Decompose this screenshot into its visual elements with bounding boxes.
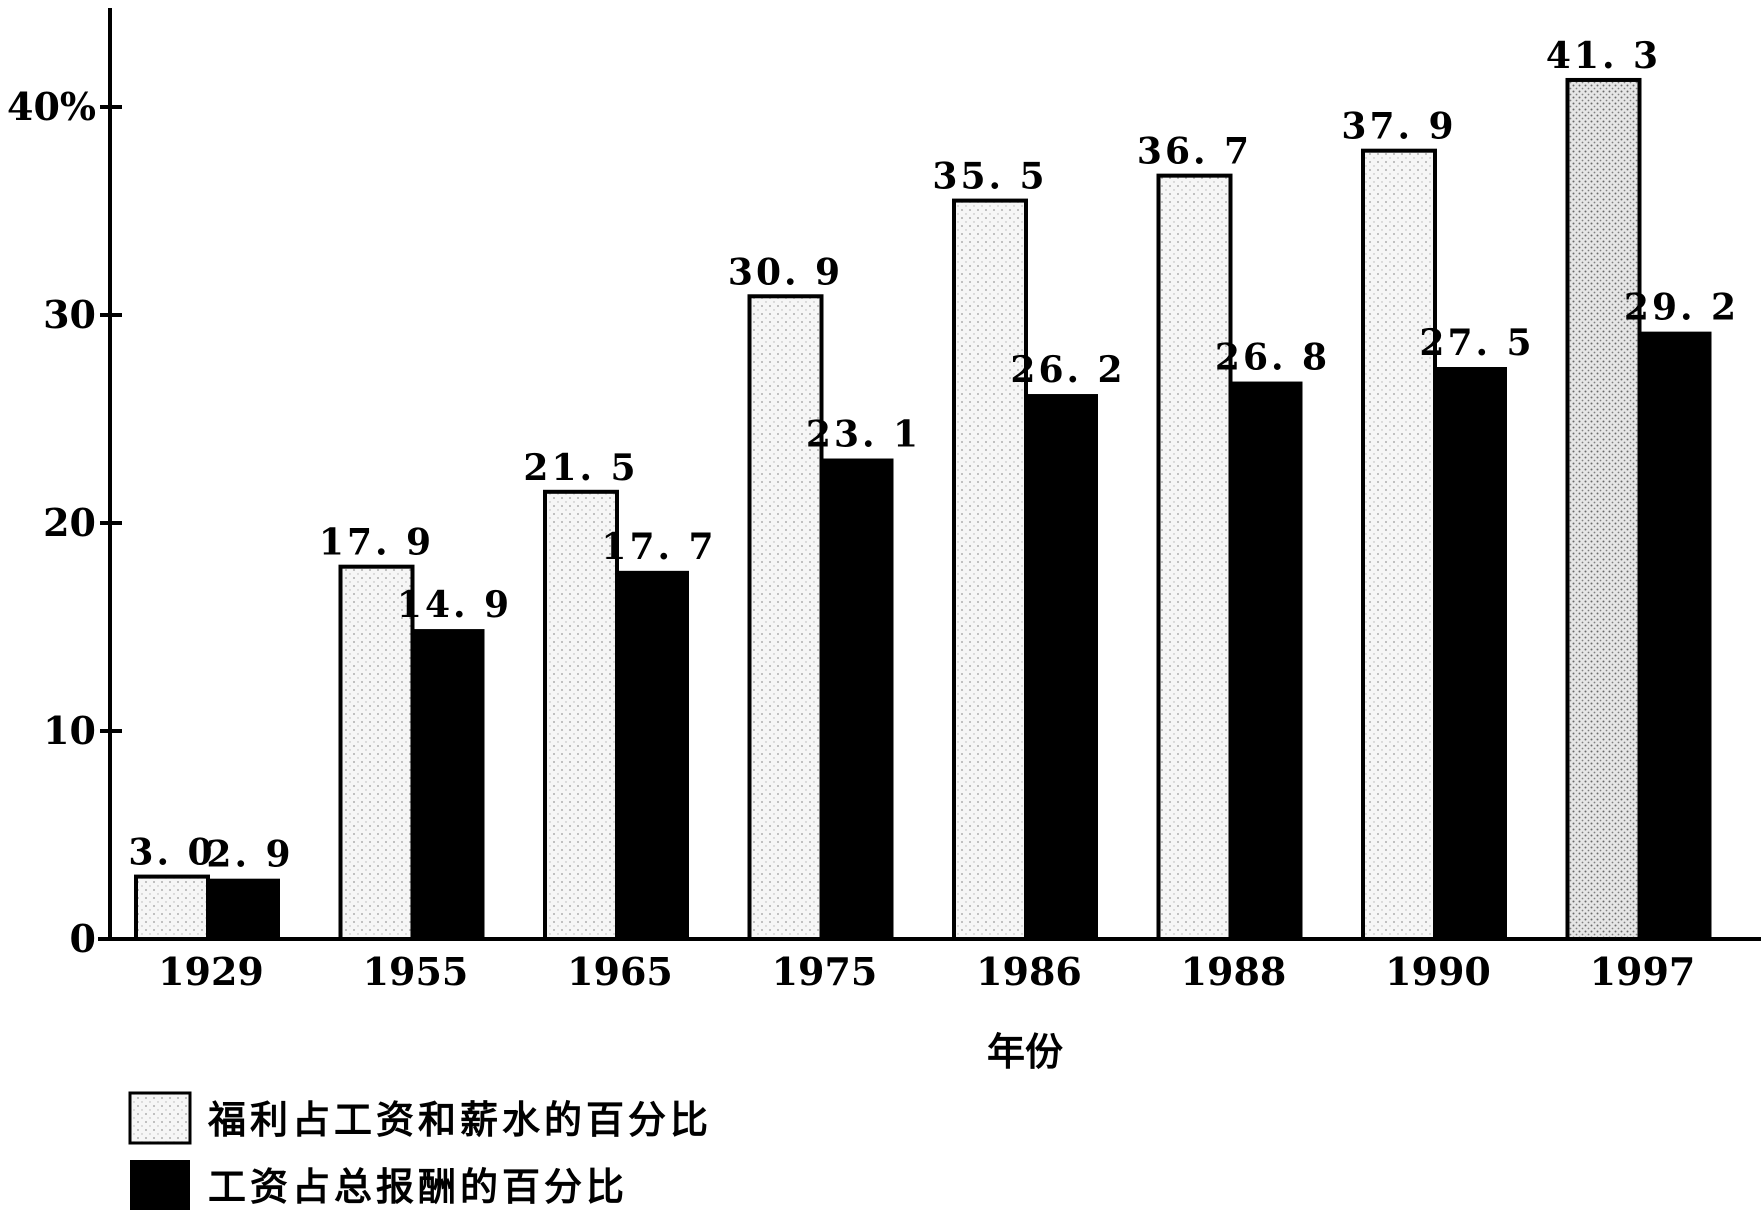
x-category-label: 1990	[1385, 949, 1491, 994]
bar-series-1	[134, 874, 210, 941]
y-axis: 0 10 20 30 40%	[7, 8, 122, 961]
x-axis: 1929 1955 1965 1975 1986 1988 1990 1997	[98, 937, 1761, 994]
bar-series-1	[952, 198, 1028, 942]
value-label-series-1: 37. 9	[1341, 106, 1456, 148]
value-label-series-1: 30. 9	[728, 251, 843, 293]
x-category-label: 1929	[158, 949, 264, 994]
x-category-label: 1955	[363, 949, 469, 994]
bar-series-2	[617, 570, 689, 939]
value-label-series-2: 14. 9	[397, 584, 512, 626]
x-category-label: 1986	[976, 949, 1082, 994]
bar-series-2	[1639, 331, 1712, 939]
bar-series-1	[1361, 148, 1437, 941]
value-label-series-1: 36. 7	[1137, 131, 1252, 173]
x-category-label: 1975	[772, 949, 878, 994]
bar-series-1	[747, 294, 824, 941]
y-tick-label: 20	[43, 500, 96, 545]
legend: 福利占工资和薪水的百分比 工资占总报酬的百分比	[128, 1091, 712, 1210]
legend-swatch-series-2	[130, 1160, 190, 1210]
bar-series-2	[1435, 367, 1507, 939]
bars: 3. 02. 9 17. 9 14. 9 21. 5 17. 7 30. 9 23. 1 35…	[128, 35, 1739, 942]
value-label-series-1: 17. 9	[319, 522, 434, 564]
bar-series-2	[1230, 381, 1303, 939]
value-label-series-2: 26. 8	[1215, 337, 1330, 379]
value-label-series-1: 41. 3	[1546, 35, 1661, 77]
y-tick-label: 40%	[7, 84, 96, 129]
value-label-series-2: 17. 7	[601, 526, 716, 568]
value-label-series-2: 2. 9	[206, 834, 293, 876]
y-tick-label: 10	[43, 708, 96, 753]
legend-label-series-1: 福利占工资和薪水的百分比	[207, 1097, 712, 1142]
bar-series-2	[208, 878, 280, 939]
bar-series-2	[821, 458, 894, 939]
bar-series-2	[412, 629, 485, 939]
legend-label-series-2: 工资占总报酬的百分比	[208, 1164, 628, 1209]
bar-series-2	[1026, 394, 1098, 939]
x-category-label: 1988	[1181, 949, 1287, 994]
bar-series-1	[1156, 173, 1233, 941]
value-label-series-2: 26. 2	[1010, 349, 1125, 391]
bar-series-1	[1565, 77, 1642, 941]
value-label-series-2: 27. 5	[1419, 322, 1534, 364]
x-category-label: 1965	[567, 949, 673, 994]
legend-swatch-series-1	[128, 1091, 192, 1145]
value-label-series-2: 29. 2	[1624, 287, 1739, 329]
value-label-series-2: 23. 1	[806, 414, 921, 456]
y-tick-label: 0	[70, 916, 96, 961]
value-label-series-1: 35. 5	[932, 156, 1047, 198]
value-label-series-1: 3. 0	[128, 832, 215, 874]
value-label-series-1: 21. 5	[523, 447, 638, 489]
y-tick-label: 30	[43, 292, 96, 337]
x-category-label: 1997	[1590, 949, 1696, 994]
x-axis-title: 年份	[987, 1029, 1063, 1074]
